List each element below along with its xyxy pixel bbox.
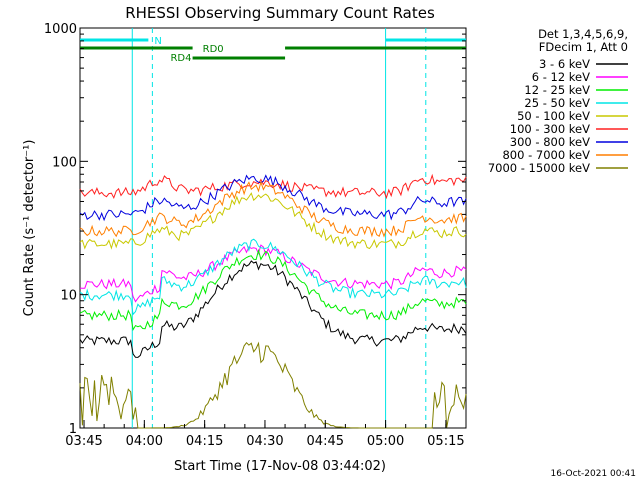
legend-header-line-2: FDecim 1, Att 0 bbox=[539, 40, 628, 54]
x-tick-label: 05:15 bbox=[427, 434, 464, 449]
flag-label-rd4: RD4 bbox=[170, 53, 191, 64]
x-tick-label: 04:15 bbox=[186, 434, 223, 449]
series-line-0 bbox=[79, 260, 467, 358]
x-tick-label: 03:45 bbox=[65, 434, 102, 449]
legend-label: 3 - 6 keV bbox=[539, 57, 590, 71]
series-line-6 bbox=[79, 174, 467, 222]
series-line-1 bbox=[79, 244, 467, 303]
legend-label: 25 - 50 keV bbox=[524, 96, 590, 110]
x-axis-label: Start Time (17-Nov-08 03:44:02) bbox=[174, 459, 386, 474]
y-axis-label: Count Rate (s⁻¹ detector⁻¹) bbox=[22, 140, 37, 317]
y-tick-label: 100 bbox=[52, 155, 77, 170]
legend-label: 800 - 7000 keV bbox=[502, 148, 590, 162]
timestamp: 16-Oct-2021 00:41 bbox=[551, 469, 636, 479]
legend-label: 300 - 800 keV bbox=[510, 135, 590, 149]
y-tick-label: 10 bbox=[60, 289, 77, 304]
series-layer bbox=[79, 173, 467, 429]
x-tick-label: 04:00 bbox=[126, 434, 163, 449]
y-tick-label: 1000 bbox=[44, 22, 77, 37]
x-tick-label: 04:45 bbox=[307, 434, 344, 449]
legend-label: 6 - 12 keV bbox=[532, 70, 590, 84]
legend-label: 7000 - 15000 keV bbox=[488, 161, 590, 175]
x-tick-label: 05:00 bbox=[367, 434, 404, 449]
axis-layer: 03:45 04:00 04:15 04:30 04:45 05:00 05:15 1 10 10… bbox=[44, 22, 467, 449]
series-line-3 bbox=[79, 238, 467, 316]
flag-layer: N RD0 RD4 bbox=[80, 28, 466, 428]
y-tick-label: 1 bbox=[69, 422, 77, 437]
legend-label: 50 - 100 keV bbox=[517, 109, 590, 123]
series-line-8 bbox=[79, 341, 467, 429]
series-line-2 bbox=[79, 248, 467, 332]
x-tick-label: 04:30 bbox=[246, 434, 283, 449]
plot-frame bbox=[79, 27, 467, 429]
flag-label-rd0: RD0 bbox=[203, 44, 224, 55]
flag-label-n: N bbox=[154, 36, 161, 47]
series-line-7 bbox=[79, 180, 467, 238]
legend: Det 1,3,4,5,6,9, FDecim 1, Att 0 3 - 6 k… bbox=[488, 27, 628, 175]
chart-title: RHESSI Observing Summary Count Rates bbox=[125, 4, 435, 22]
legend-label: 12 - 25 keV bbox=[524, 83, 590, 97]
legend-label: 100 - 300 keV bbox=[510, 122, 590, 136]
series-line-4 bbox=[79, 192, 467, 250]
legend-header-line-1: Det 1,3,4,5,6,9, bbox=[538, 27, 628, 41]
